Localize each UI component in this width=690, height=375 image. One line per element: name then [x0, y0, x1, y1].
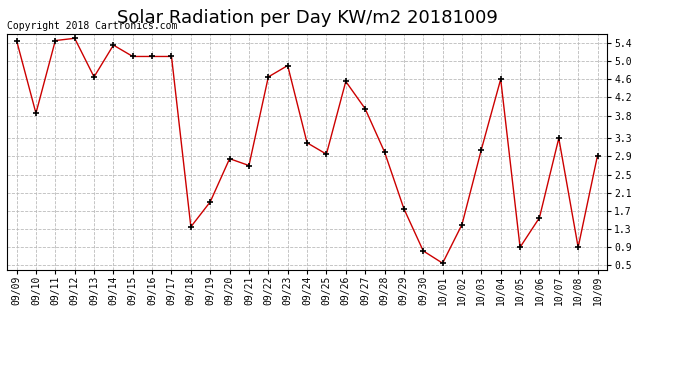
Title: Solar Radiation per Day KW/m2 20181009: Solar Radiation per Day KW/m2 20181009	[117, 9, 497, 27]
Text: Copyright 2018 Cartronics.com: Copyright 2018 Cartronics.com	[7, 21, 177, 32]
